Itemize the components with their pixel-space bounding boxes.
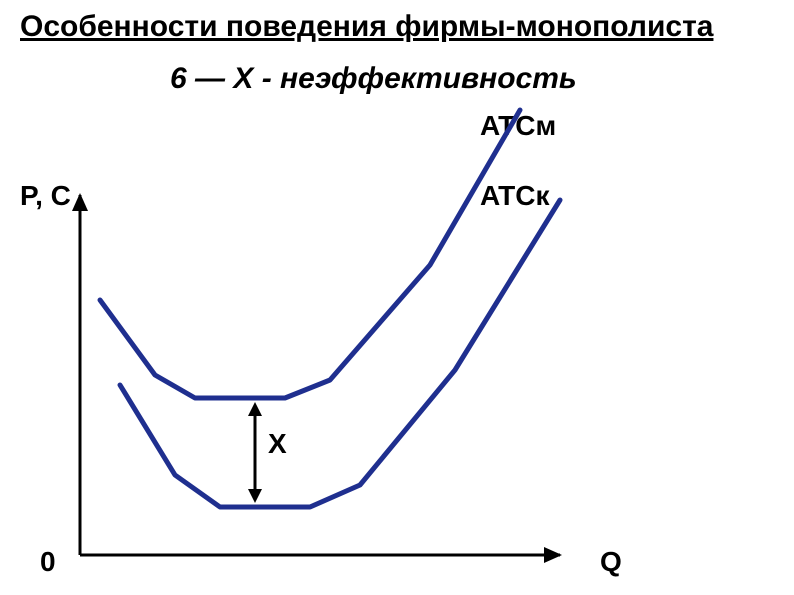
gap-arrow (248, 402, 262, 503)
chart-axes (72, 193, 562, 563)
chart-svg (0, 0, 794, 595)
chart-curves (100, 110, 560, 507)
